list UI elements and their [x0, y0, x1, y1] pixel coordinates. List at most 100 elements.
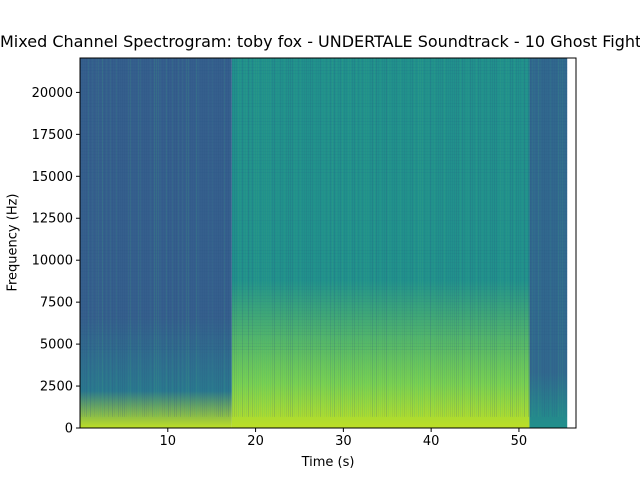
texture-streak — [132, 58, 133, 417]
texture-streak — [468, 58, 469, 417]
texture-band — [80, 349, 568, 350]
texture-streak — [116, 58, 117, 417]
texture-streak — [418, 58, 419, 417]
texture-streak — [506, 58, 507, 417]
texture-band — [80, 127, 567, 128]
texture-band — [80, 76, 567, 77]
chart-title: Mixed Channel Spectrogram: toby fox - UN… — [0, 32, 640, 51]
spectrogram-section — [80, 58, 232, 428]
texture-streak — [456, 58, 457, 417]
texture-streak — [204, 58, 205, 417]
texture-band — [80, 100, 567, 101]
texture-streak — [220, 58, 221, 417]
texture-streak — [350, 58, 351, 417]
texture-streak — [566, 58, 567, 417]
texture-streak — [150, 58, 151, 417]
texture-streak — [226, 58, 227, 417]
texture-streak — [556, 58, 557, 417]
texture-streak — [212, 58, 213, 417]
y-tick-label: 15000 — [32, 170, 73, 185]
texture-streak — [482, 58, 483, 417]
texture-streak — [424, 58, 425, 417]
texture-streak — [300, 58, 301, 417]
texture-band — [80, 115, 567, 116]
texture-streak — [462, 58, 463, 417]
texture-band — [80, 307, 568, 308]
texture-streak — [474, 58, 475, 417]
texture-streak — [318, 58, 319, 417]
texture-streak — [196, 58, 197, 417]
texture-streak — [444, 58, 445, 417]
texture-streak — [176, 58, 177, 417]
texture-streak — [290, 58, 291, 417]
texture-streak — [340, 58, 341, 417]
texture-streak — [124, 58, 125, 417]
texture-streak — [386, 58, 387, 417]
texture-streak — [502, 58, 503, 417]
texture-streak — [154, 58, 155, 417]
texture-streak — [258, 58, 259, 417]
texture-streak — [126, 58, 127, 417]
texture-band — [80, 94, 567, 95]
y-tick-label: 7500 — [40, 296, 73, 311]
texture-band — [80, 148, 568, 149]
texture-streak — [360, 58, 361, 417]
texture-streak — [552, 58, 553, 417]
texture-band — [80, 112, 567, 113]
texture-band — [80, 235, 568, 236]
texture-band — [80, 160, 568, 161]
texture-streak — [398, 58, 399, 417]
texture-streak — [564, 58, 565, 417]
texture-streak — [194, 58, 195, 417]
texture-streak — [376, 58, 377, 417]
texture-band — [80, 85, 567, 86]
texture-streak — [120, 58, 121, 417]
texture-streak — [200, 58, 201, 417]
texture-band — [80, 205, 567, 206]
texture-streak — [108, 58, 109, 417]
texture-streak — [140, 58, 141, 417]
texture-streak — [356, 58, 357, 417]
texture-band — [80, 229, 567, 230]
texture-band — [80, 343, 568, 344]
texture-streak — [296, 58, 297, 417]
texture-band — [80, 142, 568, 143]
texture-streak — [406, 58, 407, 417]
texture-streak — [492, 58, 493, 417]
texture-streak — [412, 58, 413, 417]
texture-streak — [402, 58, 403, 417]
texture-streak — [170, 58, 171, 417]
texture-band — [80, 214, 567, 215]
texture-streak — [144, 58, 145, 417]
texture-band — [80, 268, 568, 269]
texture-streak — [102, 58, 103, 417]
texture-streak — [298, 58, 299, 417]
texture-band — [80, 241, 568, 242]
texture-streak — [304, 58, 305, 417]
texture-streak — [400, 58, 401, 417]
texture-streak — [250, 58, 251, 417]
texture-streak — [264, 58, 265, 417]
texture-streak — [548, 58, 549, 417]
texture-streak — [118, 58, 119, 417]
texture-streak — [464, 58, 465, 417]
texture-streak — [466, 58, 467, 417]
texture-streak — [276, 58, 277, 417]
texture-streak — [330, 58, 331, 417]
texture-streak — [302, 58, 303, 417]
texture-streak — [378, 58, 379, 417]
texture-streak — [562, 58, 563, 417]
texture-streak — [544, 58, 545, 417]
texture-streak — [100, 58, 101, 417]
texture-streak — [484, 58, 485, 417]
texture-streak — [270, 58, 271, 417]
texture-band — [80, 184, 567, 185]
texture-band — [80, 178, 567, 179]
texture-streak — [362, 58, 363, 417]
texture-streak — [86, 58, 87, 417]
texture-streak — [440, 58, 441, 417]
texture-streak — [434, 58, 435, 417]
texture-streak — [230, 58, 231, 417]
